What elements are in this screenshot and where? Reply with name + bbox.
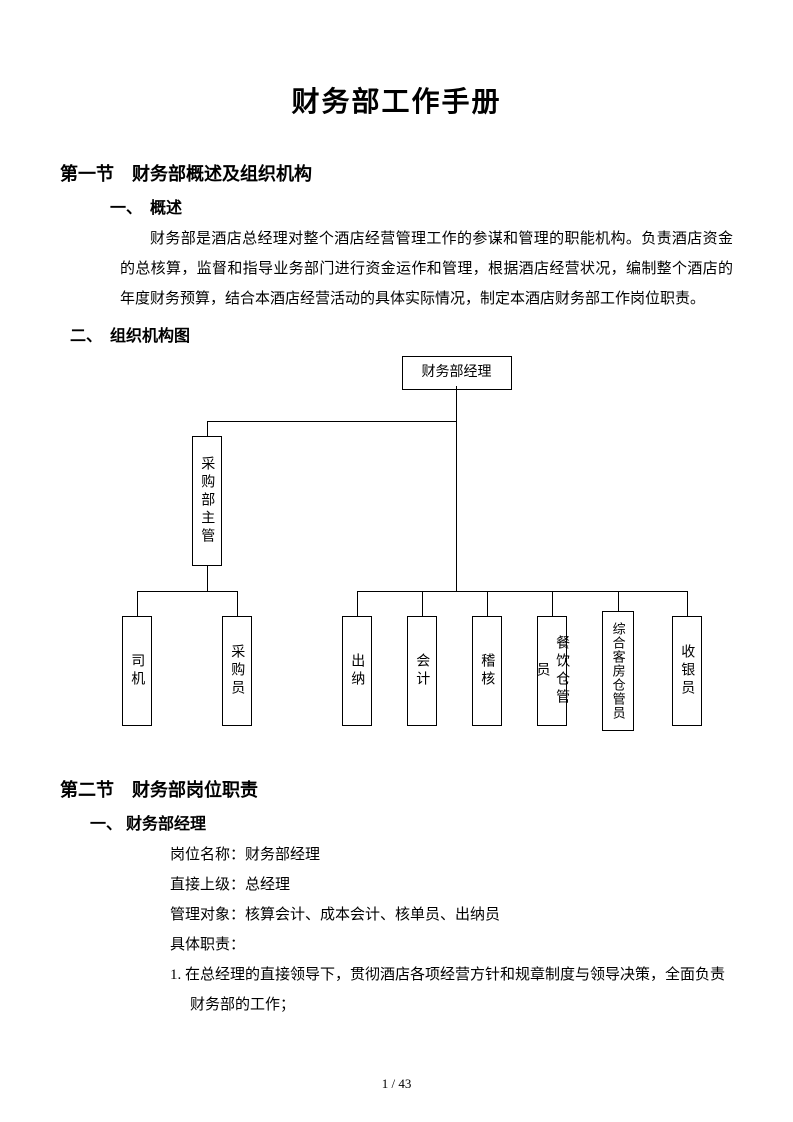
page-number: 1 / 43 xyxy=(0,1076,793,1092)
org-line xyxy=(207,421,208,436)
org-line xyxy=(137,591,138,616)
org-line xyxy=(357,591,358,616)
org-node-buyer: 采购员 xyxy=(222,616,252,726)
org-line xyxy=(237,591,238,616)
page-sep: / xyxy=(388,1076,398,1091)
subordinate-line: 管理对象：核算会计、成本会计、核单员、出纳员 xyxy=(170,900,733,930)
org-line xyxy=(487,591,488,616)
duty-label-line: 具体职责： xyxy=(170,930,733,960)
org-line xyxy=(137,591,237,592)
org-node-cashier: 收银员 xyxy=(672,616,702,726)
org-node-room-warehouse: 综合客房仓管员 xyxy=(602,611,634,731)
org-node-fb-warehouse: 餐饮仓管员 xyxy=(537,616,567,726)
section1-sub2-heading: 二、 组织机构图 xyxy=(70,322,733,346)
org-chart: 财务部经理 采购部主管 司机 采购员 出纳 会计 稽核 餐饮仓管员 xyxy=(62,356,732,756)
position-label: 岗位名称： xyxy=(170,847,245,863)
section1-sub1-heading: 一、 概述 xyxy=(110,194,733,218)
subordinate-value: 核算会计、成本会计、核单员、出纳员 xyxy=(245,907,500,923)
page-total: 43 xyxy=(398,1076,411,1091)
org-line xyxy=(456,386,457,421)
org-line xyxy=(687,591,688,616)
org-node-root: 财务部经理 xyxy=(402,356,512,390)
org-node-cashier-out: 出纳 xyxy=(342,616,372,726)
duty-item-1: 1. 在总经理的直接领导下，贯彻酒店各项经营方针和规章制度与领导决策，全面负责财… xyxy=(190,960,733,1020)
org-line xyxy=(456,421,457,591)
superior-label: 直接上级： xyxy=(170,877,245,893)
superior-value: 总经理 xyxy=(245,877,290,893)
document-title: 财务部工作手册 xyxy=(60,80,733,120)
org-line xyxy=(422,591,423,616)
section2-heading: 第二节 财务部岗位职责 xyxy=(60,776,733,802)
duty-label: 具体职责： xyxy=(170,937,245,953)
org-line xyxy=(552,591,553,616)
org-line xyxy=(357,591,687,592)
org-node-audit: 稽核 xyxy=(472,616,502,726)
section1-sub1-body: 财务部是酒店总经理对整个酒店经营管理工作的参谋和管理的职能机构。负责酒店资金的总… xyxy=(120,224,733,314)
subordinate-label: 管理对象： xyxy=(170,907,245,923)
position-value: 财务部经理 xyxy=(245,847,320,863)
section2-item1-heading: 一、 财务部经理 xyxy=(90,810,733,834)
org-line xyxy=(207,566,208,591)
position-line: 岗位名称：财务部经理 xyxy=(170,840,733,870)
org-node-accountant: 会计 xyxy=(407,616,437,726)
org-line xyxy=(207,421,457,422)
section1-heading: 第一节 财务部概述及组织机构 xyxy=(60,160,733,186)
org-node-driver: 司机 xyxy=(122,616,152,726)
org-node-purchasing-head: 采购部主管 xyxy=(192,436,222,566)
superior-line: 直接上级：总经理 xyxy=(170,870,733,900)
